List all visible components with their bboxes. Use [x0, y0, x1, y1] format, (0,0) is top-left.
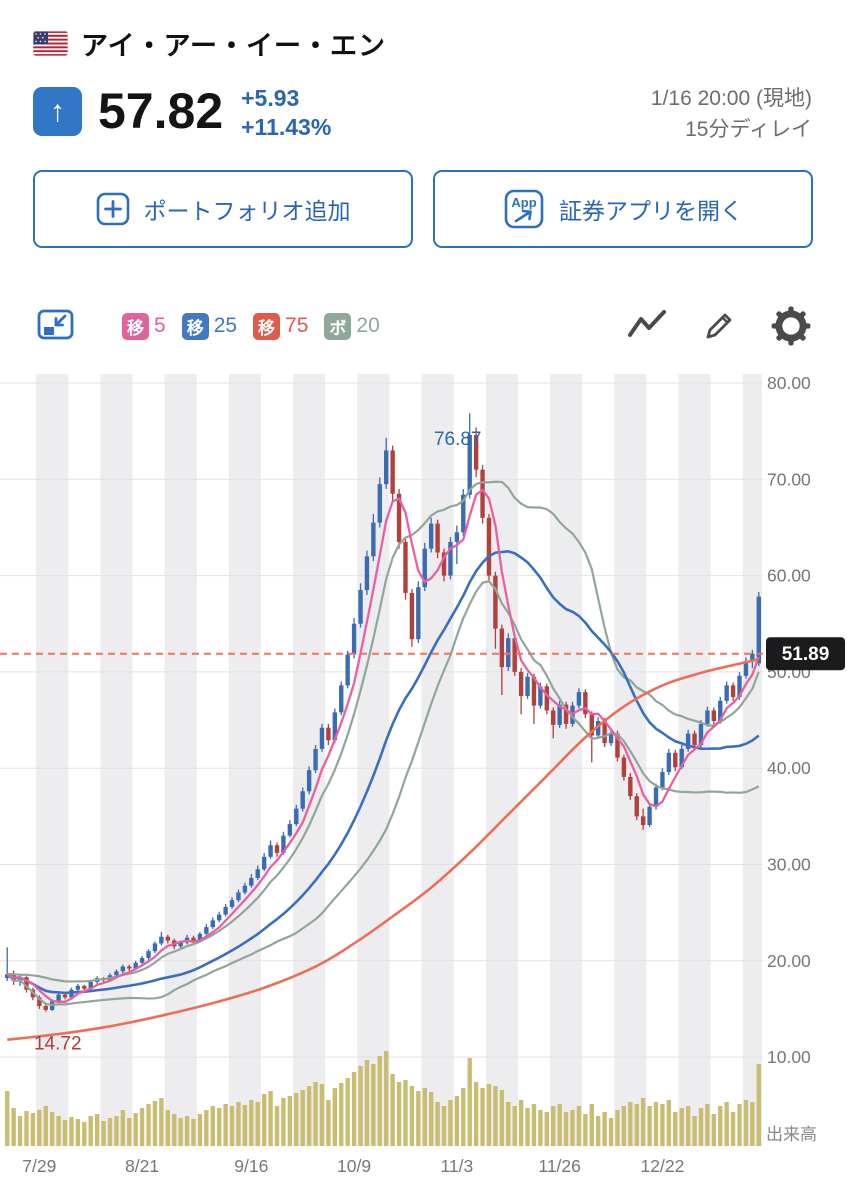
up-arrow-icon: ↑ [50, 94, 65, 128]
ma75-line [7, 658, 760, 1042]
legend-badge: 移 [122, 312, 149, 340]
plus-icon [96, 192, 129, 226]
volume-axis-label: 出来高 [766, 1125, 817, 1144]
ma5-line [6, 488, 760, 1003]
quote-delay: 15分ディレイ [685, 118, 812, 141]
legend-badge: 移 [181, 312, 209, 340]
candlestick-chart[interactable]: 80.0070.0060.0050.0040.0030.0020.0010.00… [0, 368, 847, 1200]
svg-text:9/16: 9/16 [234, 1156, 268, 1176]
price-tag-label: 51.89 [782, 644, 830, 665]
legend-item: 移 25 [181, 312, 238, 340]
add-portfolio-button[interactable]: ポートフォリオ追加 [33, 170, 413, 248]
us-flag-icon [33, 31, 68, 56]
line-chart-icon [628, 310, 666, 337]
high-annotation: 76.87 [434, 429, 482, 450]
price-row: ↑ 57.82 +5.93 +11.43% 1/16 20:00 (現地) 15… [33, 80, 812, 145]
svg-text:10.00: 10.00 [767, 1047, 811, 1067]
chart-toolbar: 移 5 移 25 移 75 ボ 20 [36, 303, 811, 349]
svg-text:8/21: 8/21 [125, 1156, 159, 1176]
svg-text:30.00: 30.00 [767, 855, 811, 875]
price-up-arrow-badge: ↑ [33, 87, 82, 136]
svg-text:11/26: 11/26 [538, 1156, 581, 1176]
current-price: 57.82 [98, 83, 224, 139]
ma25-line [6, 550, 760, 995]
price-change-percent: +11.43% [241, 114, 332, 140]
x-axis-labels: 7/29 8/21 9/16 10/9 11/3 11/26 12/22 [22, 1156, 684, 1176]
legend-value: 25 [213, 314, 238, 337]
draw-button[interactable] [701, 308, 737, 344]
bollinger-upper-line [7, 480, 760, 983]
open-broker-app-button[interactable]: App 証券アプリを開く [433, 170, 813, 248]
svg-text:70.00: 70.00 [767, 469, 811, 489]
chart-settings-button[interactable] [771, 306, 811, 346]
svg-text:App: App [511, 195, 536, 210]
quote-meta: 1/16 20:00 (現地) 15分ディレイ [651, 80, 812, 145]
weekly-shading [36, 374, 762, 1146]
line-chart-button[interactable] [627, 309, 667, 343]
legend-value: 20 [356, 314, 380, 337]
svg-text:10/9: 10/9 [337, 1156, 371, 1176]
legend-badge: 移 [253, 312, 281, 340]
legend-item: 移 75 [253, 312, 309, 340]
svg-text:20.00: 20.00 [767, 951, 811, 971]
price-changes: +5.93 +11.43% [241, 80, 331, 142]
svg-text:60.00: 60.00 [767, 566, 811, 586]
toolbar-icons [627, 306, 811, 346]
pencil-icon [706, 313, 732, 339]
legend-badge: ボ [324, 312, 352, 340]
add-portfolio-label: ポートフォリオ追加 [143, 198, 351, 224]
app-launch-icon: App [504, 189, 544, 229]
stock-header: アイ・アー・イー・エン [33, 24, 386, 63]
svg-text:12/22: 12/22 [641, 1156, 685, 1176]
volume-bars [5, 1051, 761, 1146]
svg-text:11/3: 11/3 [440, 1156, 473, 1176]
chart-style-button[interactable] [36, 306, 78, 346]
svg-text:80.00: 80.00 [767, 373, 811, 393]
price-tag [766, 637, 845, 671]
ma-legend: 移 5 移 25 移 75 ボ 20 [122, 312, 396, 340]
bollinger-lower-line [6, 580, 760, 1006]
quote-timestamp: 1/16 20:00 (現地) [650, 87, 812, 110]
legend-item: ボ 20 [324, 312, 380, 340]
price-change: +5.93 [241, 85, 300, 111]
legend-value: 5 [154, 314, 166, 337]
action-buttons: ポートフォリオ追加 App 証券アプリを開く [33, 170, 813, 248]
stock-name: アイ・アー・イー・エン [81, 31, 387, 61]
low-annotation: 14.72 [34, 1034, 82, 1055]
svg-text:7/29: 7/29 [22, 1156, 56, 1176]
gear-icon [771, 306, 811, 346]
chart-layout-icon [37, 309, 74, 340]
legend-value: 75 [285, 314, 309, 337]
svg-text:40.00: 40.00 [767, 758, 811, 778]
open-broker-app-label: 証券アプリを開く [559, 198, 743, 224]
